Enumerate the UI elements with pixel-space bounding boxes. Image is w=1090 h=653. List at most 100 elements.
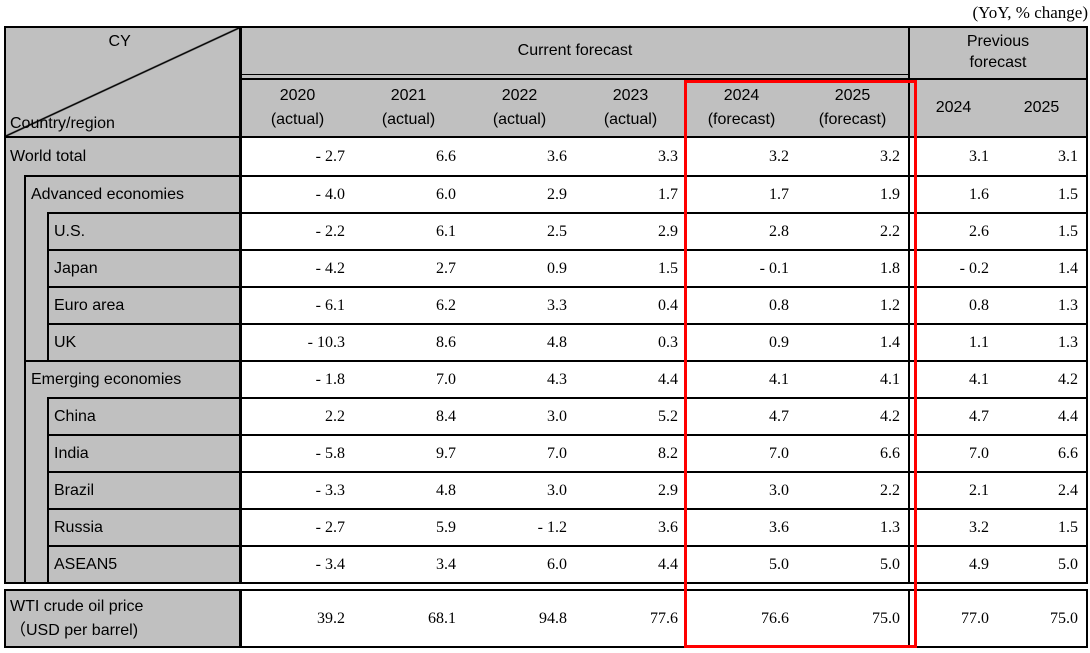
value-cell: 1.5 xyxy=(997,212,1086,249)
value-cell: 1.7 xyxy=(686,175,797,212)
header-double-rule xyxy=(242,74,908,80)
year-column-header: 2020 (actual) xyxy=(242,80,353,138)
value-cell: 9.7 xyxy=(353,434,464,471)
wti-value-cell: 75.0 xyxy=(797,591,908,646)
value-cell: 7.0 xyxy=(908,434,997,471)
value-cell: - 2.7 xyxy=(242,138,353,175)
value-cell: 1.1 xyxy=(908,323,997,360)
wti-value-cell: 76.6 xyxy=(686,591,797,646)
row-label: UK xyxy=(6,323,242,360)
value-cell: 3.1 xyxy=(997,138,1086,175)
value-cell: 1.6 xyxy=(908,175,997,212)
value-cell: - 3.3 xyxy=(242,471,353,508)
value-cell: 6.0 xyxy=(464,545,575,582)
value-cell: 4.4 xyxy=(575,360,686,397)
wti-value-cell: 77.0 xyxy=(908,591,997,646)
value-cell: 2.2 xyxy=(797,212,908,249)
value-cell: 2.7 xyxy=(353,249,464,286)
value-cell: 0.9 xyxy=(464,249,575,286)
value-cell: 2.8 xyxy=(686,212,797,249)
value-cell: 4.3 xyxy=(464,360,575,397)
value-cell: 4.8 xyxy=(353,471,464,508)
value-cell: 6.6 xyxy=(997,434,1086,471)
value-cell: 2.1 xyxy=(908,471,997,508)
row-label: U.S. xyxy=(6,212,242,249)
value-cell: - 4.2 xyxy=(242,249,353,286)
row-label: Advanced economies xyxy=(6,175,242,212)
value-cell: 2.4 xyxy=(997,471,1086,508)
value-cell: - 6.1 xyxy=(242,286,353,323)
value-cell: 2.6 xyxy=(908,212,997,249)
row-label: ASEAN5 xyxy=(6,545,242,582)
value-cell: 0.8 xyxy=(908,286,997,323)
year-column-header: 2024 xyxy=(908,80,997,138)
wti-oil-price-table: WTI crude oil price （USD per barrel) 39.… xyxy=(4,589,1088,648)
value-cell: 6.6 xyxy=(797,434,908,471)
value-cell: 3.6 xyxy=(686,508,797,545)
value-cell: 3.0 xyxy=(464,397,575,434)
value-cell: 8.6 xyxy=(353,323,464,360)
row-label: Emerging economies xyxy=(6,360,242,397)
value-cell: 6.2 xyxy=(353,286,464,323)
value-cell: 3.6 xyxy=(464,138,575,175)
row-label: China xyxy=(6,397,242,434)
value-cell: 4.7 xyxy=(686,397,797,434)
value-cell: - 1.2 xyxy=(464,508,575,545)
value-cell: 1.9 xyxy=(797,175,908,212)
value-cell: 1.4 xyxy=(997,249,1086,286)
wti-value-cell: 94.8 xyxy=(464,591,575,646)
value-cell: 2.5 xyxy=(464,212,575,249)
wti-value-cell: 75.0 xyxy=(997,591,1086,646)
value-cell: 4.1 xyxy=(686,360,797,397)
value-cell: 2.9 xyxy=(575,212,686,249)
value-cell: 1.2 xyxy=(797,286,908,323)
value-cell: 1.8 xyxy=(797,249,908,286)
row-label: Euro area xyxy=(6,286,242,323)
value-cell: 3.3 xyxy=(575,138,686,175)
year-column-header: 2021 (actual) xyxy=(353,80,464,138)
value-cell: 5.2 xyxy=(575,397,686,434)
value-cell: 4.4 xyxy=(575,545,686,582)
value-cell: 3.1 xyxy=(908,138,997,175)
value-cell: - 2.7 xyxy=(242,508,353,545)
corner-cy-label: CY xyxy=(108,33,131,50)
row-label: Brazil xyxy=(6,471,242,508)
value-cell: 6.1 xyxy=(353,212,464,249)
value-cell: 3.2 xyxy=(908,508,997,545)
value-cell: 1.5 xyxy=(997,175,1086,212)
corner-country-region-label: Country/region xyxy=(10,115,115,132)
row-label: India xyxy=(6,434,242,471)
value-cell: 4.9 xyxy=(908,545,997,582)
row-label: Japan xyxy=(6,249,242,286)
value-cell: - 0.1 xyxy=(686,249,797,286)
value-cell: - 2.2 xyxy=(242,212,353,249)
value-cell: 1.5 xyxy=(575,249,686,286)
current-forecast-header: Current forecast xyxy=(242,28,908,74)
value-cell: 3.2 xyxy=(797,138,908,175)
value-cell: 4.2 xyxy=(797,397,908,434)
row-label: Russia xyxy=(6,508,242,545)
value-cell: 2.2 xyxy=(242,397,353,434)
value-cell: 8.4 xyxy=(353,397,464,434)
value-cell: 3.0 xyxy=(464,471,575,508)
value-cell: 4.1 xyxy=(797,360,908,397)
wti-value-cell: 68.1 xyxy=(353,591,464,646)
value-cell: 8.2 xyxy=(575,434,686,471)
units-note: (YoY, % change) xyxy=(972,3,1088,22)
corner-header-cell: CY Country/region xyxy=(6,28,242,138)
value-cell: 4.1 xyxy=(908,360,997,397)
value-cell: 1.3 xyxy=(797,508,908,545)
wti-row-label: WTI crude oil price （USD per barrel) xyxy=(6,591,242,646)
value-cell: - 1.8 xyxy=(242,360,353,397)
year-column-header: 2025 xyxy=(997,80,1086,138)
value-cell: 1.3 xyxy=(997,323,1086,360)
row-label: World total xyxy=(6,138,242,175)
value-cell: 3.6 xyxy=(575,508,686,545)
value-cell: 1.4 xyxy=(797,323,908,360)
value-cell: 6.6 xyxy=(353,138,464,175)
value-cell: - 5.8 xyxy=(242,434,353,471)
value-cell: 3.2 xyxy=(686,138,797,175)
previous-forecast-header: Previous forecast xyxy=(908,28,1086,80)
value-cell: 5.0 xyxy=(686,545,797,582)
